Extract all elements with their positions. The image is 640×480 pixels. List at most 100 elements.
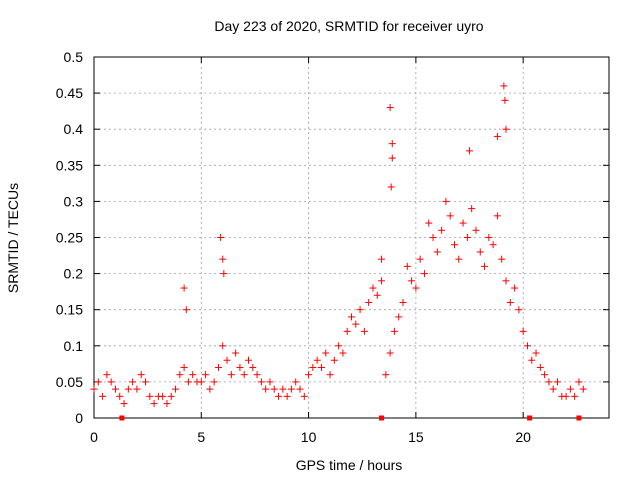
data-point xyxy=(541,371,549,379)
y-tick-label: 0 xyxy=(75,410,83,426)
data-point xyxy=(182,306,190,314)
data-point xyxy=(279,385,287,393)
data-point xyxy=(554,378,561,386)
data-point xyxy=(387,183,395,191)
data-point xyxy=(103,371,111,379)
data-point xyxy=(257,378,265,386)
data-point xyxy=(176,371,184,379)
data-point xyxy=(305,371,313,379)
data-point xyxy=(399,298,407,306)
data-point xyxy=(579,385,587,393)
data-point xyxy=(481,262,489,270)
data-point xyxy=(442,197,450,205)
data-point xyxy=(210,378,218,386)
data-point xyxy=(124,385,132,393)
y-tick-label: 0.35 xyxy=(56,157,83,173)
data-point xyxy=(214,363,222,371)
data-point xyxy=(352,320,360,328)
data-point xyxy=(296,385,304,393)
axis-marker xyxy=(379,415,385,421)
data-point xyxy=(369,284,377,292)
data-point xyxy=(348,313,355,321)
data-point xyxy=(300,392,308,400)
axis-marker xyxy=(527,415,533,421)
data-point xyxy=(412,284,420,292)
y-tick-label: 0.3 xyxy=(64,193,84,209)
data-point xyxy=(498,255,506,263)
data-point xyxy=(502,125,510,133)
x-tick-label: 15 xyxy=(408,429,424,445)
data-point xyxy=(500,82,508,90)
data-point xyxy=(463,234,471,241)
data-point xyxy=(388,154,396,162)
data-point xyxy=(167,392,175,400)
data-point xyxy=(322,349,330,357)
data-point xyxy=(459,219,467,227)
data-point xyxy=(466,147,474,155)
data-point xyxy=(266,378,274,386)
data-point xyxy=(292,378,300,386)
data-point xyxy=(330,356,338,364)
data-point xyxy=(408,277,416,285)
data-point xyxy=(163,400,171,408)
y-tick-label: 0.1 xyxy=(64,338,84,354)
data-point xyxy=(249,363,257,371)
data-point xyxy=(562,392,570,400)
data-point xyxy=(493,132,501,140)
data-point xyxy=(180,363,188,371)
data-point xyxy=(545,378,553,386)
data-point xyxy=(476,248,484,256)
data-point xyxy=(528,356,536,364)
data-point xyxy=(388,140,396,148)
data-point xyxy=(502,277,510,285)
data-point xyxy=(575,378,583,386)
y-tick-label: 0.25 xyxy=(56,230,83,246)
data-point xyxy=(438,226,446,234)
data-point xyxy=(219,342,227,350)
data-point xyxy=(511,284,519,292)
x-tick-label: 20 xyxy=(515,429,531,445)
data-point xyxy=(395,313,403,321)
data-point xyxy=(373,291,381,299)
y-tick-label: 0.45 xyxy=(56,85,83,101)
data-point xyxy=(335,342,343,350)
x-tick-label: 10 xyxy=(301,429,317,445)
data-point xyxy=(378,255,386,263)
data-point xyxy=(455,255,463,263)
data-point xyxy=(116,392,124,400)
data-point xyxy=(142,378,149,386)
data-point xyxy=(283,392,291,400)
data-point xyxy=(146,392,154,400)
data-point xyxy=(420,270,428,278)
data-point xyxy=(390,327,398,335)
data-point xyxy=(485,234,493,241)
data-point xyxy=(227,371,235,379)
data-point xyxy=(189,371,197,379)
chart-title: Day 223 of 2020, SRMTID for receiver uyr… xyxy=(214,18,484,34)
data-point xyxy=(356,306,364,314)
data-point xyxy=(523,342,531,350)
data-point xyxy=(566,385,574,393)
data-point xyxy=(202,371,210,379)
data-point xyxy=(386,349,394,357)
data-point xyxy=(107,378,115,386)
x-axis-label: GPS time / hours xyxy=(295,457,403,473)
data-point xyxy=(184,378,192,386)
data-point xyxy=(536,363,544,371)
axis-marker xyxy=(576,415,582,421)
data-point xyxy=(360,327,368,335)
y-tick-label: 0.4 xyxy=(64,121,84,137)
data-point xyxy=(197,378,205,386)
y-tick-label: 0.05 xyxy=(56,374,83,390)
data-point xyxy=(236,363,244,371)
data-point xyxy=(309,363,317,371)
data-point xyxy=(317,363,325,371)
data-point xyxy=(451,241,458,249)
data-point xyxy=(343,327,351,335)
plot-frame xyxy=(93,56,610,419)
x-tick-label: 0 xyxy=(90,429,98,445)
y-tick-label: 0.2 xyxy=(64,266,84,282)
data-point xyxy=(287,385,295,393)
data-point xyxy=(339,349,347,357)
